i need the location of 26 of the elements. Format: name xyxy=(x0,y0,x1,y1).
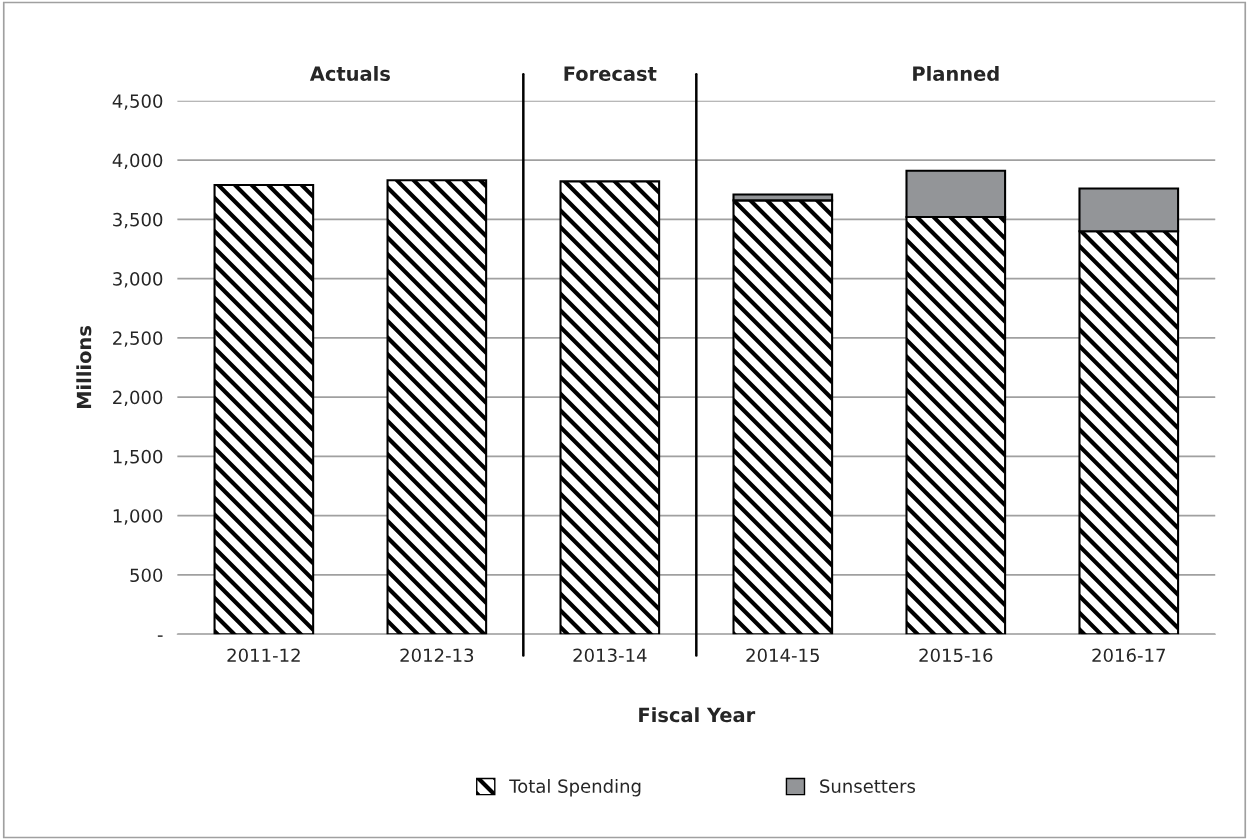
text: Planned xyxy=(913,65,999,82)
legend-label: Sunsetters xyxy=(820,779,916,793)
y-tick-label: 3,000 xyxy=(113,272,163,288)
y-tick-label: 4,500 xyxy=(112,94,163,110)
x-tick-label: 2016-17 xyxy=(1092,648,1165,663)
x-axis-title: Fiscal Year xyxy=(639,707,756,723)
y-tick-label: 1,000 xyxy=(113,509,163,525)
y-tick-label: 3,500 xyxy=(113,212,163,229)
x-tick-label: 2013-14 xyxy=(573,648,647,663)
y-tick-label: 500 xyxy=(130,568,163,583)
text: Forecast xyxy=(564,66,657,82)
legend-label: Total Spending xyxy=(509,779,641,797)
bar xyxy=(213,183,315,635)
y-tick-label: - xyxy=(157,635,163,637)
x-tick-label: 2014-15 xyxy=(746,648,819,663)
y-tick-label: 2,500 xyxy=(113,331,163,347)
y-axis-title: Millions xyxy=(76,326,92,409)
y-tick-label: 2,000 xyxy=(113,390,163,407)
x-tick-label: 2015-16 xyxy=(919,648,993,663)
text: Actuals xyxy=(309,65,390,82)
x-tick-label: 2012-13 xyxy=(400,648,474,663)
x-tick-label: 2011-12 xyxy=(227,648,300,663)
y-tick-label: 1,500 xyxy=(113,449,163,466)
y-tick-label: 4,000 xyxy=(112,153,163,170)
bar xyxy=(559,180,661,635)
bar xyxy=(386,179,488,635)
